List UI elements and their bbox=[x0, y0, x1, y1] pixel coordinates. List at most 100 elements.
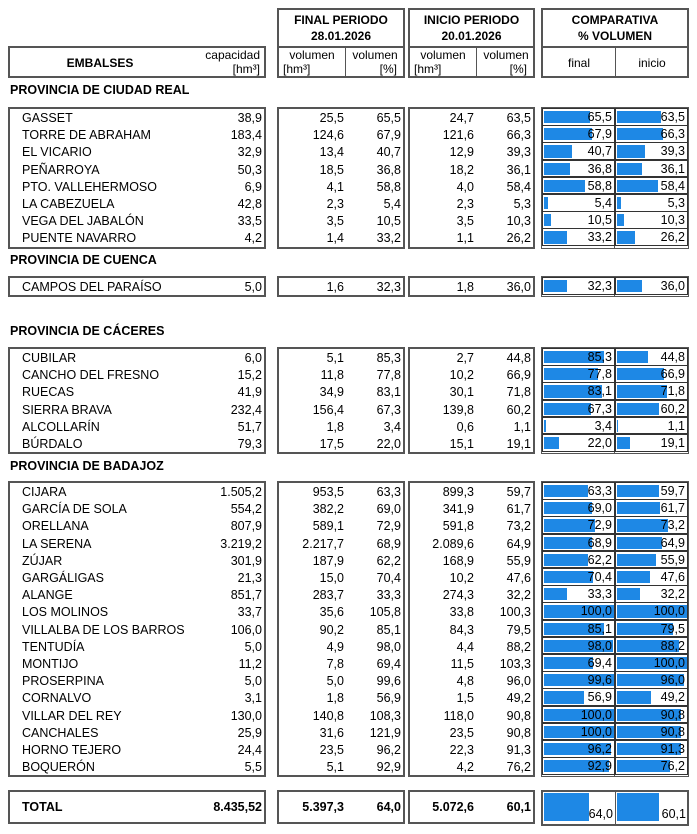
bar-inicio-cell: 61,7 bbox=[615, 499, 688, 517]
pct-final: 10,5 bbox=[376, 214, 401, 229]
bar-inicio-cell: 71,8 bbox=[615, 382, 688, 401]
bar-final bbox=[544, 128, 592, 141]
pct-inicio: 49,2 bbox=[506, 691, 531, 706]
bar-inicio bbox=[617, 280, 643, 293]
capacity: 5,0 bbox=[244, 639, 262, 654]
bar-final-label: 36,8 bbox=[587, 161, 612, 176]
bar-inicio-cell: 44,8 bbox=[615, 348, 688, 366]
reservoir-name: CORNALVO bbox=[22, 691, 92, 706]
bar-inicio-label: 96,0 bbox=[660, 673, 685, 688]
capacity: 24,4 bbox=[237, 743, 262, 757]
volume-final: 2.217,7 bbox=[302, 536, 344, 551]
pct-final: 63,3 bbox=[376, 485, 401, 499]
bar-inicio-cell: 88,2 bbox=[615, 636, 688, 655]
bar-inicio bbox=[617, 145, 645, 158]
capacity: 301,9 bbox=[230, 553, 262, 568]
bar-inicio-cell: 59,7 bbox=[615, 482, 688, 500]
bar-final-label: 72,9 bbox=[587, 518, 612, 533]
volume-inicio: 4,8 bbox=[456, 674, 474, 689]
reservoir-name: LA CABEZUELA bbox=[22, 197, 115, 211]
final-box: 25,5 65,5 124,6 67,9 13,4 40,7 18,5 36,8 4,1 58,8… bbox=[277, 107, 405, 249]
section-title: PROVINCIA DE CIUDAD REAL bbox=[10, 83, 190, 97]
bar-final-cell: 96,2 bbox=[542, 740, 615, 758]
pct-inicio: 73,2 bbox=[506, 519, 531, 534]
reservoir-name: CANCHALES bbox=[22, 725, 99, 740]
volume-final: 187,9 bbox=[312, 553, 344, 568]
volume-final: 17,5 bbox=[319, 437, 344, 451]
capacidad-label: capacidad bbox=[205, 48, 260, 62]
bar-final-label: 100,0 bbox=[580, 707, 612, 722]
volume-final: 5,1 bbox=[326, 351, 344, 365]
bar-inicio-label: 49,2 bbox=[660, 690, 685, 705]
pct-final: 121,9 bbox=[369, 725, 401, 740]
capacity: 32,9 bbox=[237, 145, 262, 160]
bar-inicio-label: 10,3 bbox=[660, 213, 685, 228]
reservoir-name: VILLAR DEL REY bbox=[22, 708, 122, 723]
pct-inicio: 58,4 bbox=[506, 179, 531, 194]
volume-final: 31,6 bbox=[319, 725, 344, 740]
pct-final: 99,6 bbox=[376, 674, 401, 689]
volumen-pct-label: volumen bbox=[483, 48, 529, 62]
bar-final-cell: 68,9 bbox=[542, 533, 615, 552]
volume-inicio: 10,2 bbox=[449, 571, 474, 585]
final-columns-header: volumen [hm³] volumen [%] bbox=[277, 46, 405, 78]
inicio-box: 1,8 36,0 bbox=[408, 276, 535, 297]
final-date: 28.01.2026 bbox=[310, 29, 372, 43]
bar-final-cell: 100,0 bbox=[542, 722, 615, 741]
bar-final bbox=[544, 708, 614, 721]
volume-inicio: 4,0 bbox=[456, 179, 474, 194]
total-inicio-box: 5.072,6 60,1 bbox=[408, 790, 535, 824]
pct-inicio: 76,2 bbox=[506, 760, 531, 775]
names-box: GASSET 38,9 TORRE DE ABRAHAM 183,4 EL VICARI… bbox=[8, 107, 266, 249]
pct-inicio: 63,5 bbox=[506, 111, 531, 125]
bar-final bbox=[544, 145, 573, 158]
capacity: 15,2 bbox=[237, 368, 262, 383]
bar-inicio bbox=[617, 605, 687, 618]
bar-final-label: 70,4 bbox=[587, 570, 612, 584]
unit-hm3: [hm³] bbox=[283, 62, 311, 76]
total-box: TOTAL 8.435,52 bbox=[8, 790, 266, 824]
bar-inicio-cell: 36,0 bbox=[615, 277, 688, 295]
bar-final bbox=[544, 691, 584, 704]
capacity: 5,5 bbox=[244, 760, 262, 775]
pct-volumen-label: % VOLUMEN bbox=[577, 29, 652, 43]
bar-inicio bbox=[617, 588, 640, 601]
section-title: PROVINCIA DE CÁCERES bbox=[10, 324, 165, 338]
bar-final-cell: 22,0 bbox=[542, 434, 615, 452]
pct-final: 3,4 bbox=[383, 419, 401, 434]
pct-inicio: 44,8 bbox=[506, 351, 531, 365]
pct-inicio: 100,3 bbox=[499, 605, 531, 620]
volumen-label: volumen bbox=[420, 48, 466, 62]
pct-inicio: 90,8 bbox=[506, 708, 531, 723]
names-box: CIJARA 1.505,2 GARCÍA DE SOLA 554,2 ORELLANA… bbox=[8, 481, 266, 777]
bar-final-label: 10,5 bbox=[587, 213, 612, 228]
volume-final: 13,4 bbox=[319, 145, 344, 160]
volume-final: 90,2 bbox=[319, 622, 344, 637]
pct-inicio: 55,9 bbox=[506, 553, 531, 568]
volume-inicio: 1,5 bbox=[456, 691, 474, 706]
pct-final: 33,3 bbox=[376, 588, 401, 603]
bar-final bbox=[544, 725, 614, 738]
bar-inicio bbox=[617, 437, 631, 450]
bar-inicio-cell: 66,9 bbox=[615, 365, 688, 383]
bar-inicio-label: 66,9 bbox=[660, 367, 685, 382]
pct-final: 83,1 bbox=[376, 385, 401, 400]
bar-final-cell: 72,9 bbox=[542, 516, 615, 535]
volume-inicio: 84,3 bbox=[449, 622, 474, 637]
bar-inicio-label: 100,0 bbox=[653, 656, 685, 670]
bar-final-cell: 33,3 bbox=[542, 585, 615, 603]
bar-final-cell: 63,3 bbox=[542, 482, 615, 500]
capacity: 130,0 bbox=[230, 708, 262, 723]
reservoir-name: BOQUERÓN bbox=[22, 760, 95, 775]
pct-final: 33,2 bbox=[376, 231, 401, 246]
bar-final bbox=[544, 605, 614, 618]
bar-final bbox=[544, 214, 552, 227]
reservoir-name: ORELLANA bbox=[22, 519, 89, 534]
pct-final: 105,8 bbox=[369, 605, 401, 620]
bar-final bbox=[544, 351, 604, 364]
reservoir-name: ZÚJAR bbox=[22, 553, 63, 568]
bar-final-label: 40,7 bbox=[587, 144, 612, 159]
bar-inicio bbox=[617, 708, 681, 721]
pct-inicio: 61,7 bbox=[506, 502, 531, 517]
volume-final: 25,5 bbox=[319, 111, 344, 125]
